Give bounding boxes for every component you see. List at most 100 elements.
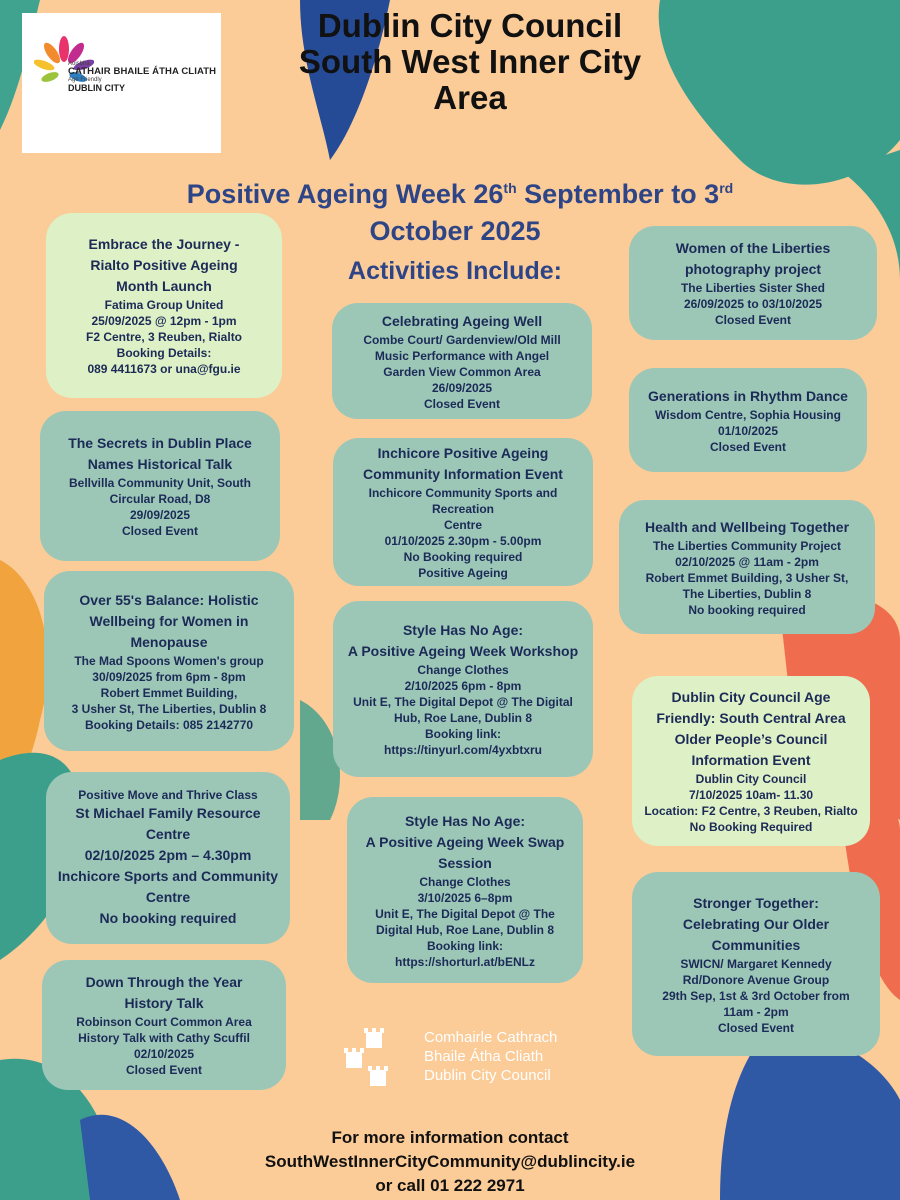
event-card-style-swap: Style Has No Age: A Positive Ageing Week … bbox=[347, 797, 583, 983]
logo-age-friendly: Age Friendly bbox=[68, 77, 102, 84]
event-detail-line: 2/10/2025 6pm - 8pm bbox=[404, 679, 522, 693]
event-detail-line: History Talk with Cathy Scuffil bbox=[78, 1031, 250, 1045]
event-card-stronger-together: Stronger Together: Celebrating Our Older C… bbox=[632, 872, 880, 1056]
event-detail-line: Music Performance with Angel bbox=[374, 348, 550, 363]
event-title-line: Dublin City Council Age bbox=[671, 689, 831, 705]
event-card-celebrating-ageing: Celebrating Ageing Well Combe Court/ Gard… bbox=[332, 303, 592, 419]
event-title-line: Health and Wellbeing Together bbox=[644, 518, 850, 535]
event-detail-line: 01/10/2025 bbox=[717, 423, 779, 438]
event-link[interactable]: https://shorturl.at/bENLz bbox=[395, 954, 535, 969]
event-title-line: Celebrating Our Older bbox=[682, 915, 830, 932]
blue-brush-bottom-left bbox=[80, 1114, 180, 1200]
event-detail-line: Circular Road, D8 bbox=[109, 492, 211, 506]
event-detail-line: Positive Move and Thrive Class bbox=[78, 788, 258, 802]
event-card-inchicore: Inchicore Positive Ageing Community Infor… bbox=[333, 438, 593, 586]
logo-dublin-city: DUBLIN CITY bbox=[68, 82, 125, 93]
event-detail-line: Robert Emmet Building, bbox=[100, 685, 238, 700]
event-detail-line: F2 Centre, 3 Reuben, Rialto bbox=[85, 330, 243, 344]
event-detail-line: Hub, Roe Lane, Dublin 8 bbox=[393, 711, 532, 725]
council-logo-line-3: Dublin City Council bbox=[424, 1067, 551, 1084]
event-title-line: A Positive Ageing Week Swap bbox=[365, 833, 565, 850]
event-title-line: Month Launch bbox=[116, 278, 212, 294]
event-detail-line: Garden View Common Area bbox=[383, 364, 541, 379]
event-detail-line: Wisdom Centre, Sophia Housing bbox=[655, 407, 841, 422]
event-link[interactable]: Unit E, The Digital Depot @ The bbox=[375, 906, 555, 921]
title-line-1: Dublin City Council bbox=[317, 7, 623, 44]
event-detail-line: Closed Event bbox=[423, 396, 501, 411]
event-card-women-liberties: Women of the Liberties photography projec… bbox=[629, 226, 877, 340]
event-title-line: Women of the Liberties bbox=[675, 240, 831, 256]
subtitle-october: October 2025 bbox=[369, 216, 541, 246]
event-link[interactable]: 02/10/2025 @ 11am - 2pm bbox=[675, 554, 819, 569]
event-title-line: Menopause bbox=[130, 633, 208, 650]
event-detail-line: Digital Hub, Roe Lane, Dublin 8 bbox=[375, 922, 554, 937]
event-link[interactable]: https://tinyurl.com/4yxbtxru bbox=[383, 743, 543, 757]
event-detail-line: Combe Court/ Gardenview/Old Mill bbox=[363, 332, 561, 347]
event-detail-line: SWICN/ Margaret Kennedy bbox=[680, 956, 832, 971]
event-detail-line: Closed Event bbox=[714, 313, 792, 327]
event-card-embrace-journey: Embrace the Journey - Rialto Positive Age… bbox=[46, 213, 282, 398]
council-logo-line-1: Comhairle Cathrach bbox=[424, 1029, 558, 1046]
event-detail-line: 26/09/2025 bbox=[431, 380, 493, 395]
event-detail-line: Bellvilla Community Unit, South bbox=[68, 476, 251, 490]
event-detail-line: The Liberties Community Project bbox=[652, 538, 842, 553]
logo-irish-small: Aoisbhá bbox=[68, 61, 90, 67]
event-title-line: Inchicore Positive Ageing bbox=[377, 445, 549, 461]
event-detail-line: Closed Event bbox=[125, 1063, 203, 1077]
teal-blob-center-left bbox=[300, 700, 340, 820]
title-line-3: Area bbox=[433, 79, 507, 116]
event-detail-line: Booking Details: 085 2142770 bbox=[84, 717, 254, 732]
orange-brush-left bbox=[0, 560, 48, 820]
event-detail-line: The Liberties Sister Shed bbox=[680, 281, 826, 295]
event-title-line: Generations in Rhythm Dance bbox=[648, 387, 848, 404]
event-detail-line: Booking link: bbox=[427, 938, 503, 953]
event-detail-line: 11am - 2pm bbox=[723, 1004, 789, 1019]
event-detail-line: 02/10/2025 bbox=[133, 1047, 195, 1061]
dublin-city-council-logo: Comhairle Cathrach Bhaile Átha Cliath Du… bbox=[338, 1026, 598, 1096]
event-detail-line: Booking link: bbox=[425, 727, 501, 741]
event-detail-line: Change Clothes bbox=[417, 663, 509, 677]
event-title-line: A Positive Ageing Week Workshop bbox=[347, 643, 579, 659]
footer-line-1: For more information contact bbox=[331, 1128, 569, 1147]
event-title-line: Information Event bbox=[691, 752, 811, 768]
title-line-2: South West Inner City bbox=[298, 43, 642, 80]
event-detail-line: 01/10/2025 2.30pm - 5.00pm bbox=[384, 534, 542, 548]
event-detail-line: No Booking Required bbox=[689, 820, 813, 834]
council-logo-text: Comhairle Cathrach Bhaile Átha Cliath Du… bbox=[424, 1028, 557, 1085]
blue-brush-bottom-right bbox=[720, 1034, 900, 1200]
event-detail-line: 26/09/2025 to 03/10/2025 bbox=[683, 297, 823, 311]
event-detail-line: Robinson Court Common Area bbox=[76, 1015, 252, 1029]
event-title-line: Over 55's Balance: Holistic bbox=[79, 591, 259, 608]
page-title: Dublin City Council South West Inner Cit… bbox=[240, 8, 700, 116]
event-detail-line: Closed Event bbox=[709, 439, 787, 454]
event-link[interactable]: 089 4411673 or una@fgu.ie bbox=[87, 362, 241, 376]
event-title-line: Community Information Event bbox=[363, 466, 563, 482]
event-link[interactable]: 25/09/2025 @ 12pm - 1pm bbox=[91, 314, 237, 328]
teal-leaf-right bbox=[840, 150, 900, 280]
event-link[interactable]: Unit E, The Digital Depot @ The Digital bbox=[353, 695, 573, 709]
event-detail-line: 29th Sep, 1st & 3rd October from bbox=[662, 988, 850, 1003]
event-title-line: No booking required bbox=[99, 910, 237, 926]
event-detail-line: Dublin City Council bbox=[695, 772, 807, 786]
event-title-line: Centre bbox=[145, 826, 191, 842]
event-detail-line: Location: F2 Centre, 3 Reuben, Rialto bbox=[644, 804, 858, 818]
subtitle-activities: Activities Include: bbox=[348, 257, 562, 285]
event-detail-line: 29/09/2025 bbox=[129, 508, 191, 522]
event-detail-line: The Liberties, Dublin 8 bbox=[682, 586, 812, 601]
event-title-line: Style Has No Age: bbox=[402, 622, 524, 638]
event-detail-line: Closed Event bbox=[717, 1020, 795, 1035]
event-detail-line: Rd/Donore Avenue Group bbox=[682, 972, 830, 987]
teal-blob-top-right bbox=[658, 0, 900, 185]
event-card-over-55s: Over 55's Balance: Holistic Wellbeing for… bbox=[44, 571, 294, 751]
footer-phone[interactable]: or call 01 222 2971 bbox=[375, 1176, 525, 1195]
event-detail-line: Fatima Group United bbox=[104, 298, 224, 312]
event-title-line: Inchicore Sports and Community bbox=[57, 868, 279, 884]
event-title-line: Celebrating Ageing Well bbox=[381, 312, 543, 329]
event-detail-line: Robert Emmet Building, 3 Usher St, bbox=[645, 570, 849, 585]
age-friendly-logo: Aoisbhá CATHAIR BHAILE ÁTHA CLIATH Age F… bbox=[22, 13, 221, 153]
event-title-line: Communities bbox=[711, 936, 801, 953]
event-title-line: Session bbox=[438, 854, 492, 871]
event-title-line: Embrace the Journey - bbox=[88, 236, 240, 252]
event-title-line: St Michael Family Resource bbox=[75, 805, 261, 821]
footer-email[interactable]: SouthWestInnerCityCommunity@dublincity.i… bbox=[264, 1152, 636, 1171]
